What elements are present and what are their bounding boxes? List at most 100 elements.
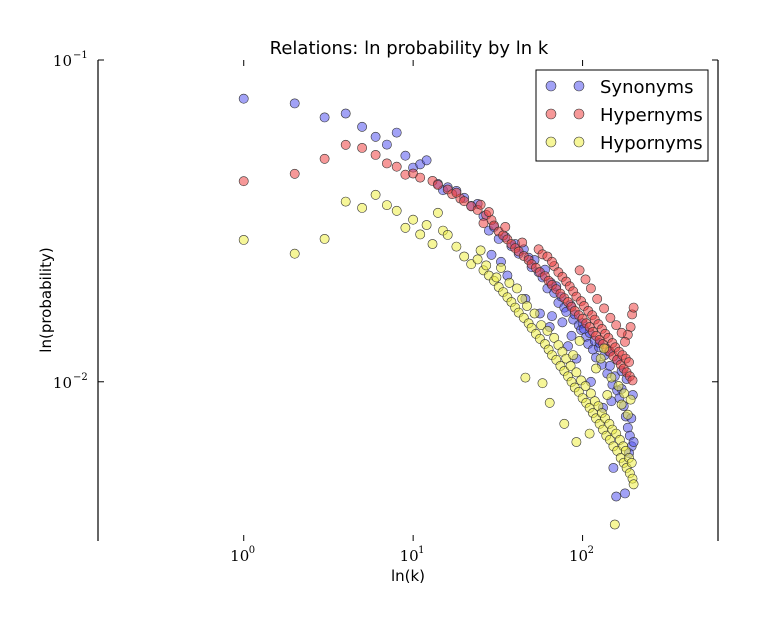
hypornyms-point: [544, 397, 555, 408]
y-ticks: 10−210−1: [53, 50, 718, 392]
hypornyms-point: [626, 457, 637, 468]
hypornyms-point: [319, 233, 330, 244]
hypernyms-point: [605, 312, 616, 323]
hypornyms-point: [522, 301, 532, 311]
synonyms-point: [611, 491, 622, 502]
synonyms-point: [400, 150, 411, 161]
hypernyms-point: [592, 293, 603, 304]
legend-marker: [573, 108, 585, 120]
x-tick-label: 10: [569, 547, 588, 565]
legend-marker: [545, 136, 557, 148]
hypornyms-point: [549, 332, 560, 343]
hypornyms-point: [442, 229, 453, 240]
hypornyms-point: [619, 388, 630, 399]
hypornyms-point: [537, 378, 548, 389]
plot-points: [238, 93, 639, 530]
hypornyms-point: [481, 260, 492, 271]
hypornyms-point: [421, 220, 432, 230]
legend-label: Synonyms: [600, 77, 693, 98]
x-tick-exponent: 0: [249, 545, 255, 556]
legend-items: Synonyms Hypernyms Hypornyms: [545, 77, 703, 154]
hypornyms-point: [571, 437, 582, 447]
hypernyms-point: [628, 302, 639, 313]
hypornyms-point: [496, 262, 506, 273]
hypernyms-point: [574, 265, 585, 276]
hypornyms-point: [606, 372, 617, 383]
hypornyms-point: [599, 343, 609, 354]
series-hypernyms: [238, 139, 639, 386]
hypornyms-point: [584, 428, 595, 439]
legend: Synonyms Hypernyms Hypornyms: [535, 69, 709, 162]
hypernyms-point: [483, 207, 494, 217]
hypornyms-point: [289, 248, 300, 259]
hypernyms-point: [238, 176, 249, 187]
hypornyms-point: [586, 388, 596, 399]
hypornyms-point: [616, 399, 627, 410]
synonyms-point: [319, 112, 330, 123]
x-tick-label: 10: [400, 547, 419, 565]
hypernyms-point: [475, 199, 486, 210]
synonyms-point: [370, 131, 381, 142]
synonyms-point: [557, 317, 568, 328]
hypornyms-point: [238, 234, 249, 245]
hypornyms-point: [391, 205, 402, 216]
hypornyms-point: [580, 381, 591, 391]
x-tick-exponent: 1: [418, 545, 424, 556]
legend-box: [535, 69, 709, 162]
hypornyms-point: [529, 308, 540, 319]
x-tick-label: 10: [230, 547, 249, 565]
hypernyms-point: [547, 256, 557, 267]
series-hypornyms: [238, 189, 639, 530]
hypornyms-point: [472, 254, 483, 265]
legend-marker: [545, 80, 557, 92]
hypornyms-point: [613, 381, 624, 391]
hypernyms-point: [451, 187, 462, 198]
hypernyms-point: [500, 221, 511, 232]
hypernyms-point: [381, 158, 392, 169]
hypornyms-point: [536, 320, 547, 330]
synonyms-point: [547, 311, 557, 321]
hypernyms-point: [432, 179, 443, 190]
legend-marker: [573, 80, 585, 92]
legend-item-hypernyms: Hypernyms: [545, 105, 703, 126]
hypernyms-point: [459, 196, 470, 207]
hypornyms-point: [357, 202, 367, 213]
hypernyms-point: [611, 320, 622, 330]
hypernyms-point: [586, 283, 596, 294]
legend-item-synonyms: Synonyms: [545, 77, 693, 98]
hypernyms-point: [340, 139, 351, 150]
x-axis-label: ln(k): [391, 567, 425, 585]
hypernyms-point: [478, 218, 489, 229]
hypernyms-point: [580, 274, 591, 285]
hypornyms-point: [568, 350, 579, 360]
hypornyms-point: [491, 272, 502, 283]
hypornyms-point: [512, 283, 522, 294]
hypornyms-point: [625, 394, 636, 405]
hypernyms-point: [289, 168, 300, 179]
synonyms-point: [566, 330, 577, 341]
y-tick-label: 10: [53, 374, 72, 392]
legend-item-hypornyms: Hypornyms: [545, 133, 703, 154]
hypornyms-point: [459, 251, 470, 262]
synonyms-point: [357, 121, 367, 132]
legend-label: Hypornyms: [600, 133, 703, 154]
hypornyms-point: [427, 239, 438, 249]
hypornyms-point: [475, 245, 486, 256]
legend-label: Hypernyms: [600, 105, 703, 126]
hypornyms-point: [370, 189, 381, 200]
synonyms-point: [628, 437, 639, 447]
legend-marker: [545, 108, 557, 120]
hypernyms-point: [357, 142, 367, 153]
synonyms-point: [238, 93, 249, 104]
hypernyms-point: [599, 303, 609, 314]
synonyms-point: [391, 127, 402, 138]
hypornyms-point: [602, 390, 613, 400]
hypernyms-point: [391, 161, 402, 172]
legend-marker: [573, 136, 585, 148]
y-axis-label: ln(probability): [37, 247, 55, 352]
hypornyms-point: [571, 367, 582, 378]
hypornyms-point: [451, 241, 462, 252]
hypernyms-point: [616, 327, 627, 338]
x-tick-exponent: 2: [588, 545, 594, 556]
y-tick-exponent: −1: [73, 50, 88, 61]
